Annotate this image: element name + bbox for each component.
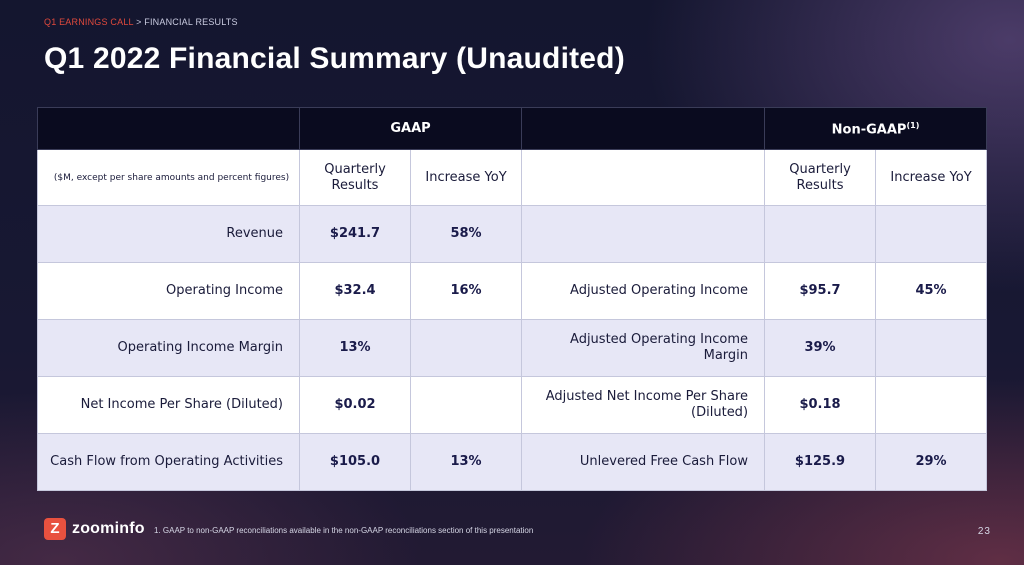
gaap-yoy-value: 58% — [409, 205, 523, 263]
units-note: ($M, except per share amounts and percen… — [37, 149, 300, 206]
nongaap-yoy-value: 29% — [875, 433, 988, 491]
nongaap-metric-label: Adjusted Net Income Per Share (Diluted) — [521, 376, 766, 434]
nongaap-yoy-value — [875, 376, 988, 434]
subheader-blank-cell — [521, 149, 766, 206]
gaap-metric-label: Cash Flow from Operating Activities — [37, 433, 300, 491]
nongaap-metric-label — [521, 205, 766, 263]
table-header-row: GAAP Non-GAAP(1) — [37, 107, 988, 150]
nongaap-metric-label: Unlevered Free Cash Flow — [521, 433, 766, 491]
gaap-metric-label: Revenue — [37, 205, 300, 263]
gaap-header: GAAP — [298, 107, 523, 150]
gaap-yoy-value — [409, 376, 523, 434]
nongaap-metric-label: Adjusted Operating Income — [521, 262, 766, 320]
gaap-increase-header: Increase YoY — [409, 149, 523, 206]
nongaap-header-label: Non-GAAP — [831, 122, 907, 138]
financial-summary-table: GAAP Non-GAAP(1) ($M, except per share a… — [37, 107, 988, 491]
table-row: Operating Income Margin 13% Adjusted Ope… — [37, 319, 988, 377]
breadcrumb-separator: > — [136, 17, 142, 27]
gaap-yoy-value: 13% — [409, 433, 523, 491]
zoominfo-logo-text: zoominfo — [72, 520, 145, 537]
zoominfo-logo: Z zoominfo — [44, 518, 145, 540]
zoominfo-logo-icon: Z — [44, 518, 66, 540]
gaap-yoy-value: 16% — [409, 262, 523, 320]
nongaap-quarterly-value: $95.7 — [764, 262, 877, 320]
gaap-quarterly-header: Quarterly Results — [299, 149, 411, 206]
gaap-quarterly-value: 13% — [299, 319, 411, 377]
nongaap-header: Non-GAAP(1) — [764, 107, 988, 150]
nongaap-quarterly-value: $125.9 — [764, 433, 877, 491]
header-blank-cell — [521, 107, 766, 150]
gaap-quarterly-value: $0.02 — [299, 376, 411, 434]
nongaap-increase-header: Increase YoY — [875, 149, 988, 206]
gaap-quarterly-value: $32.4 — [299, 262, 411, 320]
nongaap-yoy-value — [875, 205, 988, 263]
footnote: 1. GAAP to non-GAAP reconciliations avai… — [154, 526, 534, 535]
gaap-quarterly-value: $241.7 — [299, 205, 411, 263]
nongaap-footnote-marker: (1) — [906, 121, 920, 131]
header-blank-cell — [37, 107, 300, 150]
nongaap-quarterly-header: Quarterly Results — [764, 149, 877, 206]
table-row: Operating Income $32.4 16% Adjusted Oper… — [37, 262, 988, 320]
table-row: Net Income Per Share (Diluted) $0.02 Adj… — [37, 376, 988, 434]
nongaap-yoy-value — [875, 319, 988, 377]
gaap-quarterly-value: $105.0 — [299, 433, 411, 491]
nongaap-quarterly-value: $0.18 — [764, 376, 877, 434]
nongaap-metric-label: Adjusted Operating Income Margin — [521, 319, 766, 377]
column-subheader-row: ($M, except per share amounts and percen… — [37, 149, 988, 206]
table-row: Cash Flow from Operating Activities $105… — [37, 433, 988, 491]
nongaap-quarterly-value: 39% — [764, 319, 877, 377]
gaap-yoy-value — [409, 319, 523, 377]
page-number: 23 — [977, 526, 991, 537]
gaap-metric-label: Net Income Per Share (Diluted) — [37, 376, 300, 434]
nongaap-quarterly-value — [764, 205, 877, 263]
breadcrumb-page: FINANCIAL RESULTS — [144, 17, 238, 27]
table-row: Revenue $241.7 58% — [37, 205, 988, 263]
breadcrumb: Q1 EARNINGS CALL > FINANCIAL RESULTS — [44, 17, 238, 27]
nongaap-yoy-value: 45% — [875, 262, 988, 320]
breadcrumb-section: Q1 EARNINGS CALL — [44, 17, 134, 27]
gaap-metric-label: Operating Income Margin — [37, 319, 300, 377]
page-title: Q1 2022 Financial Summary (Unaudited) — [44, 42, 625, 75]
gaap-metric-label: Operating Income — [37, 262, 300, 320]
